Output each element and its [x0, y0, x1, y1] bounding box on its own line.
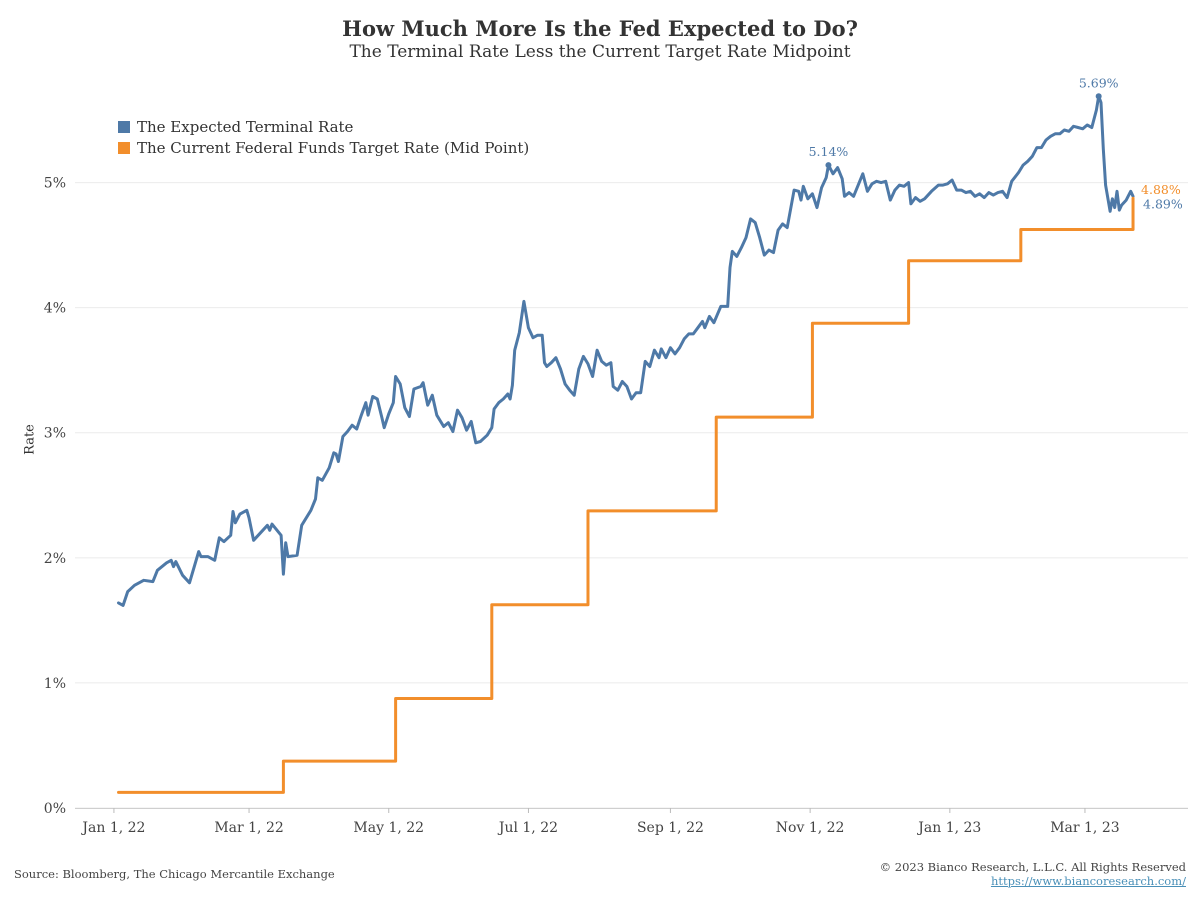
- legend[interactable]: The Expected Terminal Rate The Current F…: [118, 117, 529, 159]
- chart-title: How Much More Is the Fed Expected to Do?: [342, 16, 858, 41]
- x-tick-label: Mar 1, 22: [214, 820, 283, 836]
- legend-label-terminal: The Expected Terminal Rate: [137, 118, 354, 136]
- data-label: 4.88%: [1141, 182, 1181, 197]
- legend-item-target[interactable]: The Current Federal Funds Target Rate (M…: [118, 138, 529, 158]
- target-rate-line: [117, 196, 1135, 794]
- copyright-note: © 2023 Bianco Research, L.L.C. All Right…: [879, 860, 1186, 874]
- x-tick-label: Nov 1, 22: [776, 820, 845, 836]
- legend-item-terminal[interactable]: The Expected Terminal Rate: [118, 117, 529, 137]
- legend-label-target: The Current Federal Funds Target Rate (M…: [137, 139, 530, 157]
- x-tick-label: Mar 1, 23: [1050, 820, 1119, 836]
- y-tick-label: 1%: [44, 676, 66, 692]
- chart-subtitle: The Terminal Rate Less the Current Targe…: [349, 42, 851, 62]
- source-note: Source: Bloomberg, The Chicago Mercantil…: [14, 867, 335, 881]
- x-tick-label: Jan 1, 22: [80, 820, 145, 836]
- website-link[interactable]: https://www.biancoresearch.com/: [990, 874, 1186, 888]
- y-tick-label: 0%: [44, 801, 66, 817]
- x-tick-label: Sep 1, 22: [637, 820, 704, 836]
- y-tick-label: 2%: [44, 551, 66, 567]
- data-label: 5.14%: [809, 144, 849, 159]
- y-axis-label: Rate: [22, 424, 38, 455]
- x-tick-label: Jul 1, 22: [497, 820, 558, 836]
- y-tick-label: 5%: [44, 176, 66, 192]
- data-label: 4.89%: [1143, 196, 1183, 211]
- peak-marker: [825, 162, 832, 169]
- terminal-rate-line: [117, 94, 1135, 607]
- data-label: 5.69%: [1079, 75, 1119, 90]
- x-tick-label: Jan 1, 23: [916, 820, 981, 836]
- x-tick-label: May 1, 22: [353, 820, 424, 836]
- y-tick-label: 3%: [44, 426, 66, 442]
- legend-swatch-terminal: [118, 121, 130, 133]
- legend-swatch-target: [118, 142, 130, 154]
- y-tick-label: 4%: [44, 301, 66, 317]
- peak-marker: [1095, 93, 1102, 100]
